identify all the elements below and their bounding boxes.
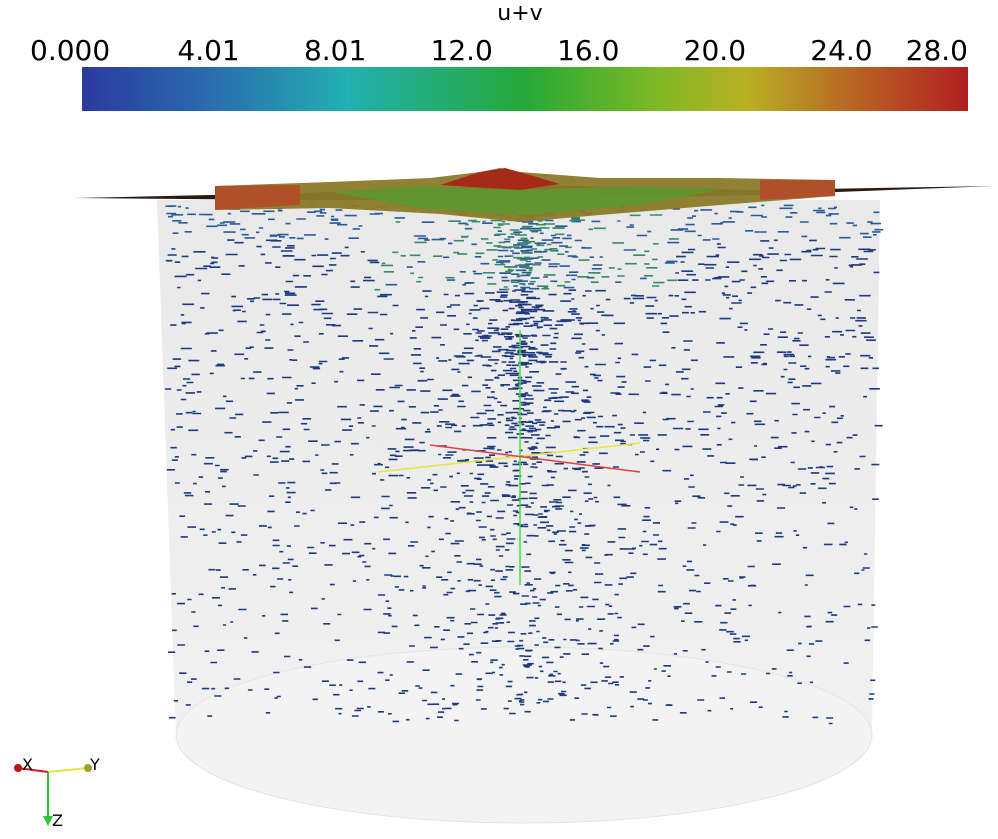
orient-x-tip [14,764,22,772]
colorbar-tick-label: 20.0 [684,34,746,67]
surface-green [330,186,720,215]
colorbar [82,67,968,111]
orient-y-label: Y [89,755,100,774]
orient-z-tip [43,816,53,826]
colorbar-tick-label: 8.01 [304,34,366,67]
center-axis-y [377,442,641,473]
colorbar-ticks: 0.000 4.01 8.01 12.0 16.0 20.0 24.0 28.0 [30,34,968,67]
colorbar-tick-label: 12.0 [431,34,493,67]
colorbar-tick-label: 16.0 [557,34,619,67]
orient-y-axis [47,767,89,773]
surface-rim [215,185,300,210]
colorbar-title: u+v [497,1,542,26]
colorbar-tick-label: 28.0 [906,34,968,67]
orient-x-label: X [22,755,33,774]
colorbar-tick-label: 0.000 [30,34,110,67]
colorbar-tick-label: 24.0 [810,34,872,67]
surface-peak [440,168,560,190]
orient-z-label: Z [52,811,63,830]
particle-dashes [165,239,883,725]
surface-rim [760,180,835,200]
orient-y-tip [84,764,92,772]
center-axis-x [429,444,641,473]
colorbar-tick-label: 4.01 [177,34,239,67]
orient-x-axis [17,767,49,773]
